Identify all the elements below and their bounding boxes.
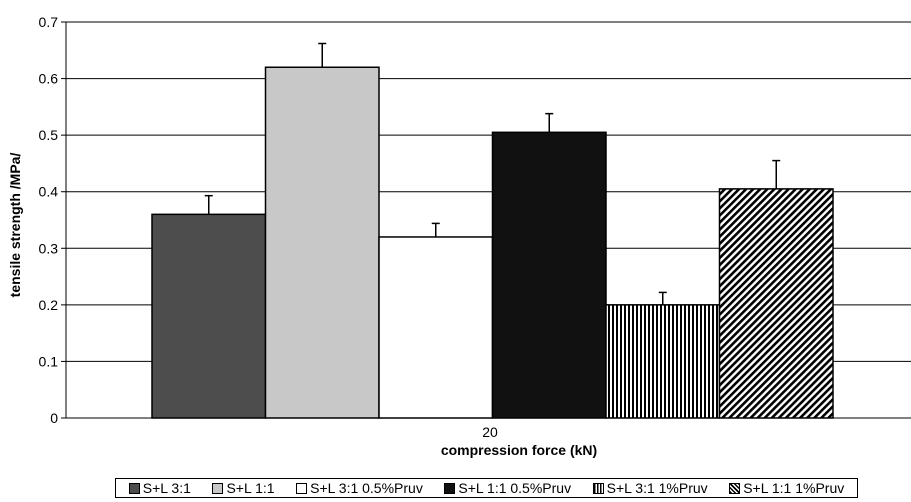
y-tick-label: 0.3	[39, 240, 59, 256]
bar	[264, 66, 380, 419]
bar-chart: 0 0.1 0.2 0.3 0.4 0.5 0.6 0.7 20 compression fo…	[7, 14, 911, 458]
y-tick-label: 0.4	[39, 184, 59, 200]
legend-swatch	[128, 482, 140, 494]
legend-label: S+L 1:1 1%Pruv	[743, 480, 845, 496]
y-tick-label: 0.1	[39, 353, 59, 369]
x-axis-title: compression force (kN)	[441, 442, 597, 458]
legend-swatch	[592, 482, 604, 494]
axes	[65, 22, 911, 419]
bars	[151, 42, 834, 419]
legend-item: S+L 1:1 0.5%Pruv	[444, 480, 571, 496]
y-tick-label: 0.5	[39, 127, 59, 143]
y-tick-label: 0.2	[39, 297, 59, 313]
y-tick-label: 0	[50, 410, 58, 426]
bar	[491, 131, 607, 419]
legend-swatch	[729, 482, 741, 494]
legend-swatch	[296, 482, 308, 494]
legend-swatch	[212, 482, 224, 494]
bar	[718, 188, 834, 419]
bar	[378, 236, 494, 419]
legend-item: S+L 3:1 0.5%Pruv	[296, 480, 423, 496]
legend-item: S+L 3:1	[128, 480, 191, 496]
legend-label: S+L 3:1	[142, 480, 191, 496]
legend-item: S+L 1:1	[212, 480, 275, 496]
legend-label: S+L 3:1 1%Pruv	[606, 480, 708, 496]
legend-item: S+L 3:1 1%Pruv	[592, 480, 708, 496]
y-tick-labels: 0 0.1 0.2 0.3 0.4 0.5 0.6 0.7	[39, 14, 66, 426]
bar	[151, 213, 267, 419]
y-tick-label: 0.7	[39, 14, 59, 30]
bar	[605, 304, 721, 419]
legend-label: S+L 1:1 0.5%Pruv	[458, 480, 572, 496]
legend-item: S+L 1:1 1%Pruv	[729, 480, 844, 496]
legend-label: S+L 1:1	[226, 480, 275, 496]
legend: S+L 3:1 S+L 1:1 S+L 3:1 0.5%Pruv S+L 1:1 0.…	[115, 478, 858, 498]
x-tick-label: 20	[482, 424, 498, 440]
y-tick-label: 0.6	[39, 71, 59, 87]
legend-swatch	[444, 482, 456, 494]
legend-label: S+L 3:1 0.5%Pruv	[310, 480, 423, 496]
y-axis-title: tensile strength /MPa/	[7, 153, 23, 298]
